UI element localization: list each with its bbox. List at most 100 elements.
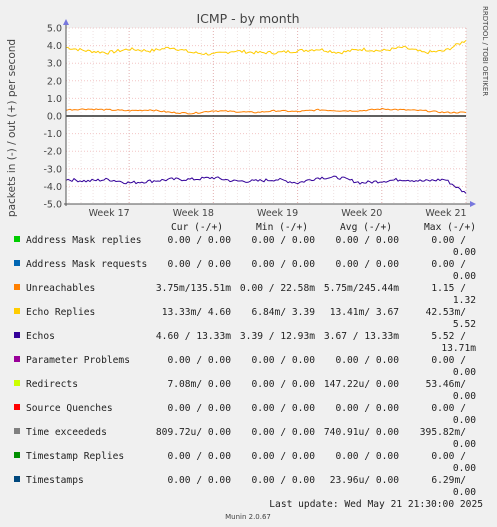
y-tick-label: -2.0 xyxy=(43,147,62,158)
legend-series-name: Echo Replies xyxy=(26,307,95,318)
legend-avg-value: 147.22u/ 0.00 xyxy=(324,379,399,390)
legend-max-out-value: 0.00 / xyxy=(431,259,466,270)
legend-header: Cur (-/+) Min (-/+) Avg (-/+) Max (-/+) xyxy=(171,222,476,233)
legend-max-in-value: 0.00 xyxy=(453,367,476,378)
y-axis-label: packets in (-) / out (+) per second xyxy=(6,39,18,217)
legend-max-out-value: 0.00 / xyxy=(431,235,466,246)
legend-series-name: Source Quenches xyxy=(26,403,113,414)
y-tick-labels: 5.0 4.0 3.0 2.0 1.0 0.0 -1.0 -2.0 -3.0 -4.0 -5.0 xyxy=(43,24,62,211)
legend-max-in-value: 0.00 xyxy=(453,463,476,474)
legend-series-name: Parameter Problems xyxy=(26,355,130,366)
legend-cur-value: 3.75m/135.51m xyxy=(156,283,231,294)
legend-series-name: Redirects xyxy=(26,379,78,390)
x-tick-label: Week 21 xyxy=(425,208,466,219)
legend-avg-value: 0.00 / 0.00 xyxy=(335,235,399,246)
y-tick-label: 2.0 xyxy=(47,76,62,87)
legend-row: Parameter Problems 0.00 / 0.00 0.00 / 0.00… xyxy=(14,355,476,378)
legend-cur-value: 0.00 / 0.00 xyxy=(167,355,231,366)
legend-avg-value: 3.67 / 13.33m xyxy=(324,331,399,342)
watermark-text: RRDTOOL / TOBI OETIKER xyxy=(481,6,489,96)
legend-swatch-icon xyxy=(14,308,20,314)
legend-avg-value: 0.00 / 0.00 xyxy=(335,451,399,462)
x-tick-label: Week 19 xyxy=(257,208,298,219)
legend-cur-value: 809.72u/ 0.00 xyxy=(156,427,231,438)
y-tick-label: 4.0 xyxy=(47,41,62,52)
legend-cur-value: 0.00 / 0.00 xyxy=(167,259,231,270)
legend-series-name: Address Mask requests xyxy=(26,259,147,270)
legend-max-in-value: 0.00 xyxy=(453,271,476,282)
legend-row: Timestamps 0.00 / 0.00 0.00 / 0.00 23.96u/ … xyxy=(14,475,476,498)
legend-swatch-icon xyxy=(14,284,20,290)
legend-max-in-value: 0.00 xyxy=(453,487,476,498)
legend-row: Redirects 7.08m/ 0.00 0.00 / 0.00 147.22u/ … xyxy=(14,379,476,402)
legend-max-out-value: 42.53m/ xyxy=(426,307,467,318)
y-tick-label: 3.0 xyxy=(47,59,62,70)
x-tick-label: Week 17 xyxy=(89,208,130,219)
y-tick-label: -5.0 xyxy=(43,200,62,211)
y-tick-label: -4.0 xyxy=(43,182,62,193)
legend-swatch-icon xyxy=(14,476,20,482)
legend-swatch-icon xyxy=(14,452,20,458)
legend-row: Time exceededs 809.72u/ 0.00 0.00 / 0.00 74… xyxy=(14,427,476,450)
legend-max-out-value: 0.00 / xyxy=(431,403,466,414)
legend-swatch-icon xyxy=(14,236,20,242)
legend-avg-value: 0.00 / 0.00 xyxy=(335,403,399,414)
legend-row: Echos 4.60 / 13.33m 3.39 / 12.93m 3.67 / 13… xyxy=(14,331,476,354)
legend-avg-value: 0.00 / 0.00 xyxy=(335,259,399,270)
legend-max-out-value: 0.00 / xyxy=(431,451,466,462)
legend-avg-value: 13.41m/ 3.67 xyxy=(330,307,400,318)
legend-swatch-icon xyxy=(14,332,20,338)
series-line-unreachables xyxy=(65,107,467,115)
legend-min-value: 0.00 / 0.00 xyxy=(251,475,315,486)
legend-header-cur: Cur (-/+) xyxy=(171,222,223,233)
legend-row: Timestamp Replies 0.00 / 0.00 0.00 / 0.00 0… xyxy=(14,451,476,474)
legend-header-min: Min (-/+) xyxy=(256,222,308,233)
legend-min-value: 0.00 / 22.58m xyxy=(240,283,315,294)
legend-max-in-value: 0.00 xyxy=(453,391,476,402)
legend-series-name: Timestamps xyxy=(26,475,84,486)
legend-swatch-icon xyxy=(14,428,20,434)
legend-row: Unreachables 3.75m/135.51m 0.00 / 22.58m 5.… xyxy=(14,283,476,306)
legend-min-value: 0.00 / 0.00 xyxy=(251,427,315,438)
legend-max-out-value: 53.46m/ xyxy=(426,379,467,390)
legend-row: Address Mask requests 0.00 / 0.00 0.00 / 0… xyxy=(14,259,476,282)
legend-max-out-value: 6.29m/ xyxy=(431,475,466,486)
legend-cur-value: 4.60 / 13.33m xyxy=(156,331,231,342)
legend-min-value: 3.39 / 12.93m xyxy=(240,331,315,342)
legend-series-name: Echos xyxy=(26,331,55,342)
x-axis-arrow-icon xyxy=(470,201,476,207)
legend-min-value: 0.00 / 0.00 xyxy=(251,259,315,270)
legend-max-in-value: 0.00 xyxy=(453,439,476,450)
y-tick-label: 1.0 xyxy=(47,94,62,105)
legend-swatch-icon xyxy=(14,404,20,410)
legend-avg-value: 0.00 / 0.00 xyxy=(335,355,399,366)
x-tick-label: Week 18 xyxy=(173,208,214,219)
legend-min-value: 0.00 / 0.00 xyxy=(251,379,315,390)
legend-avg-value: 5.75m/245.44m xyxy=(324,283,399,294)
legend-series-name: Time exceededs xyxy=(26,427,107,438)
legend-series-name: Address Mask replies xyxy=(26,235,142,246)
munin-version-text: Munin 2.0.67 xyxy=(225,513,271,521)
x-tick-label: Week 20 xyxy=(341,208,382,219)
y-tick-label: -3.0 xyxy=(43,164,62,175)
y-tick-label: -1.0 xyxy=(43,129,62,140)
legend-series-name: Timestamp Replies xyxy=(26,451,124,462)
legend-header-max: Max (-/+) xyxy=(424,222,476,233)
legend-swatch-icon xyxy=(14,356,20,362)
legend-max-in-value: 0.00 xyxy=(453,247,476,258)
legend: Address Mask replies 0.00 / 0.00 0.00 / 0.… xyxy=(14,235,476,498)
legend-swatch-icon xyxy=(14,260,20,266)
legend-cur-value: 0.00 / 0.00 xyxy=(167,451,231,462)
legend-row: Address Mask replies 0.00 / 0.00 0.00 / 0.… xyxy=(14,235,476,258)
x-tick-labels: Week 17 Week 18 Week 19 Week 20 Week 21 xyxy=(89,208,467,219)
legend-avg-value: 740.91u/ 0.00 xyxy=(324,427,399,438)
legend-max-in-value: 5.52 xyxy=(453,319,476,330)
series-lines xyxy=(65,39,467,194)
legend-row: Echo Replies 13.33m/ 4.60 6.84m/ 3.39 13.41… xyxy=(14,307,476,330)
legend-max-out-value: 395.82m/ xyxy=(420,427,466,438)
legend-cur-value: 0.00 / 0.00 xyxy=(167,235,231,246)
legend-cur-value: 0.00 / 0.00 xyxy=(167,403,231,414)
legend-min-value: 0.00 / 0.00 xyxy=(251,403,315,414)
legend-min-value: 0.00 / 0.00 xyxy=(251,355,315,366)
